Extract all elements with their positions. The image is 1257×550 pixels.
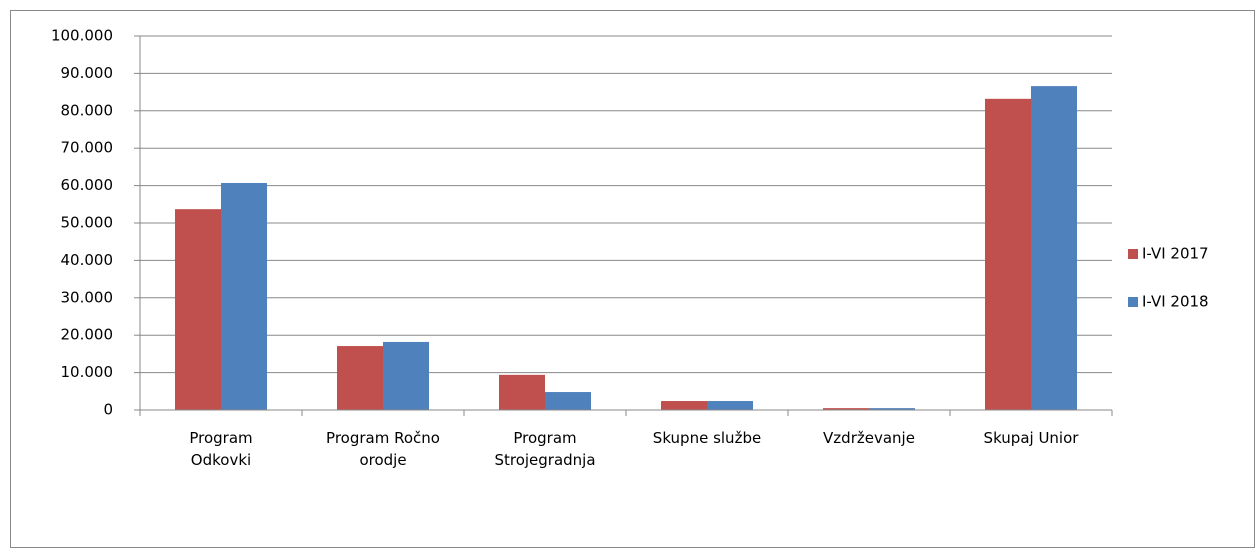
- bar: [221, 182, 267, 410]
- bar: [499, 374, 545, 410]
- x-tick-label: Program Strojegradnja: [494, 429, 596, 469]
- legend-swatch: [1128, 249, 1138, 259]
- y-tick-label: 50.000: [61, 214, 114, 232]
- legend-label: I-VI 2017: [1142, 245, 1209, 263]
- bar: [869, 408, 915, 410]
- bar: [383, 341, 429, 410]
- x-tick-label: Program Ročno orodje: [326, 429, 440, 469]
- y-tick-label: 30.000: [61, 288, 114, 306]
- y-tick-label: 100.000: [51, 27, 113, 45]
- bar: [823, 408, 869, 410]
- y-tick-label: 60.000: [61, 176, 114, 194]
- y-tick-label: 10.000: [61, 363, 114, 381]
- y-tick-label: 80.000: [61, 101, 114, 119]
- x-tick-label: Skupne službe: [652, 429, 762, 447]
- bar: [1031, 86, 1077, 410]
- y-tick-label: 40.000: [61, 251, 114, 269]
- y-tick-label: 70.000: [61, 139, 114, 157]
- bar: [707, 401, 753, 410]
- bar: [337, 346, 383, 410]
- bar: [175, 209, 221, 410]
- bar: [985, 98, 1031, 410]
- legend-swatch: [1128, 297, 1138, 307]
- legend-label: I-VI 2018: [1142, 293, 1209, 311]
- y-tick-label: 90.000: [61, 64, 114, 82]
- x-tick-label: Skupaj Unior: [983, 429, 1079, 447]
- y-tick-label: 20.000: [61, 326, 114, 344]
- x-tick-label: Vzdrževanje: [823, 429, 915, 447]
- y-tick-label: 0: [103, 401, 113, 419]
- x-tick-label: Program Odkovki: [189, 429, 253, 469]
- bar: [545, 392, 591, 410]
- bar: [661, 401, 707, 410]
